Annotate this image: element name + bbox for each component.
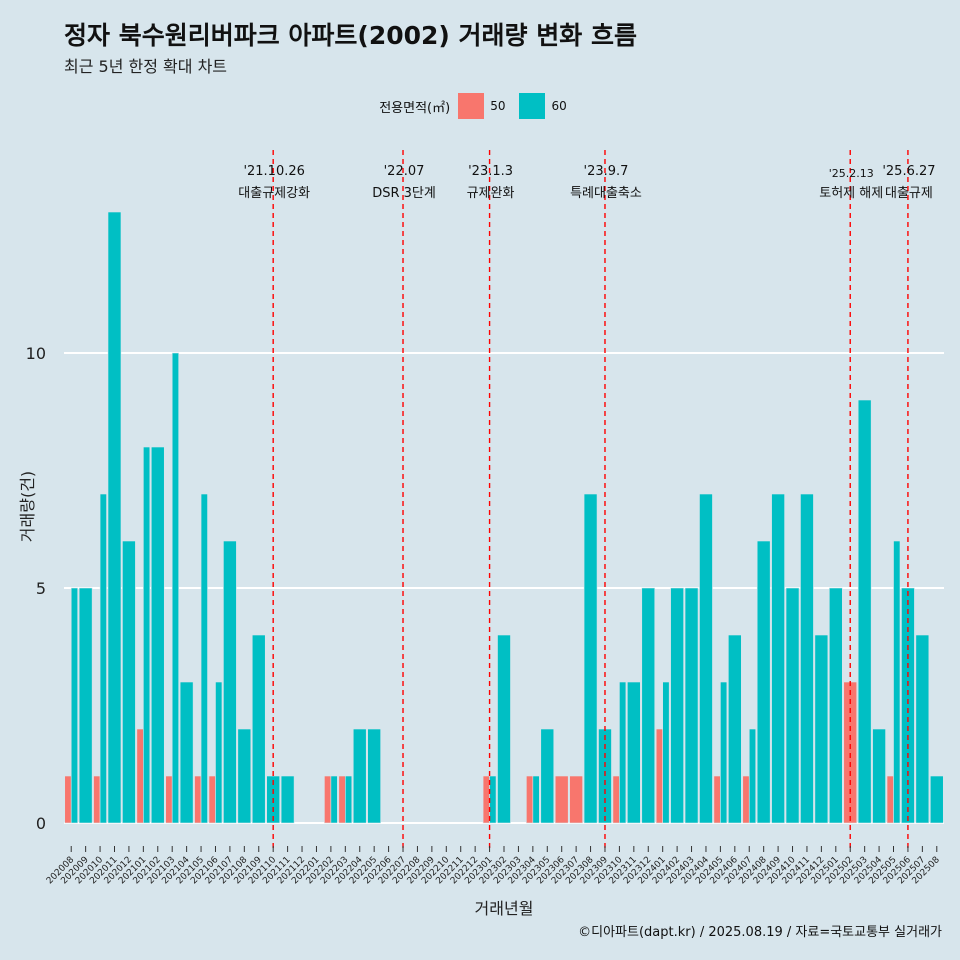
event-date: '21.10.26 <box>243 164 304 179</box>
bar-60-202109 <box>251 634 266 824</box>
x-axis-title: 거래년월 <box>475 899 534 918</box>
event-label: 규제완화 <box>467 186 515 201</box>
bars <box>64 211 944 824</box>
bar-50-202101 <box>136 728 144 824</box>
legend-label-60: 60 <box>551 99 567 113</box>
bar-60-202010 <box>99 493 107 824</box>
bar-60-202408 <box>756 540 771 824</box>
bar-50-202010 <box>93 775 101 824</box>
bar-50-202106 <box>208 775 216 824</box>
event-annotations: '21.10.26 대출규제강화 '22.07 DSR 3단계 '23.1.3 규제완화 '… <box>238 164 935 201</box>
y-tick-label: 0 <box>36 814 46 833</box>
bar-60-202103 <box>171 352 179 824</box>
bar-60-202412 <box>814 634 829 824</box>
event-date: '23.1.3 <box>468 164 513 179</box>
legend-title: 전용면적(㎡) <box>379 100 451 116</box>
bar-50-202304 <box>526 775 534 824</box>
bar-60-202411 <box>800 493 814 824</box>
bar-60-202504 <box>872 728 886 824</box>
chart-subtitle: 최근 5년 한정 확대 차트 <box>64 57 228 76</box>
bar-50-202306 <box>554 775 569 824</box>
y-tick-label: 5 <box>36 579 46 598</box>
event-label: 대출규제 <box>885 186 933 201</box>
legend-label-50: 50 <box>490 99 506 113</box>
bar-60-202308 <box>583 493 598 824</box>
y-axis-title: 거래량(건) <box>18 471 37 542</box>
source-caption: ©디아파트(dapt.kr) / 2025.08.19 / 자료=국토교통부 실… <box>578 925 942 940</box>
bar-60-202301 <box>489 775 497 824</box>
event-label: 대출규제강화 <box>238 186 310 201</box>
bar-60-202012 <box>122 540 136 824</box>
bar-60-202111 <box>280 775 295 824</box>
bar-60-202104 <box>179 681 194 824</box>
bar-60-202409 <box>771 493 785 824</box>
bar-60-202405 <box>720 681 728 824</box>
bar-60-202011 <box>107 211 122 824</box>
bar-50-202505 <box>886 775 894 824</box>
bar-60-202305 <box>540 728 555 824</box>
bar-60-202008 <box>70 587 79 824</box>
chart-title: 정자 북수원리버파크 아파트(2002) 거래량 변화 흐름 <box>64 21 637 50</box>
bar-60-202407 <box>748 728 757 824</box>
bar-60-202101 <box>143 446 151 824</box>
bar-60-202507 <box>915 634 930 824</box>
legend-key-50 <box>458 93 485 119</box>
bar-60-202312 <box>641 587 656 824</box>
bar-60-202410 <box>785 587 800 824</box>
bar-50-202407 <box>742 775 750 824</box>
legend-key-60 <box>519 93 546 119</box>
bar-60-202506 <box>901 587 915 824</box>
bar-50-202405 <box>713 775 721 824</box>
bar-60-202508 <box>929 775 944 824</box>
bar-60-202107 <box>223 540 237 824</box>
bar-60-202311 <box>627 681 641 824</box>
bar-50-202301 <box>482 775 490 824</box>
bar-60-202009 <box>78 587 93 824</box>
bar-60-202304 <box>532 775 540 824</box>
bar-60-202203 <box>345 775 353 824</box>
bar-60-202106 <box>215 681 223 824</box>
bar-50-202203 <box>338 775 346 824</box>
event-lines <box>272 150 909 852</box>
event-label: 토허제 해제 <box>819 186 883 201</box>
bar-60-202503 <box>857 399 872 824</box>
event-date: '25.6.27 <box>882 164 935 179</box>
event-date: '23.9.7 <box>584 164 629 179</box>
event-label: DSR 3단계 <box>372 186 436 201</box>
bar-60-202204 <box>352 728 367 824</box>
event-date: '22.07 <box>384 164 425 179</box>
y-tick-label: 10 <box>26 344 46 363</box>
bar-50-202008 <box>64 775 72 824</box>
bar-60-202310 <box>619 681 627 824</box>
bar-60-202505 <box>893 540 901 824</box>
bar-50-202105 <box>194 775 202 824</box>
bar-60-202501 <box>829 587 843 824</box>
bar-60-202403 <box>684 587 699 824</box>
bar-60-202401 <box>662 681 670 824</box>
bar-60-202202 <box>330 775 338 824</box>
bar-60-202402 <box>670 587 684 824</box>
bar-60-202406 <box>728 634 742 824</box>
event-label: 특례대출축소 <box>570 186 642 201</box>
bar-60-202205 <box>367 728 381 824</box>
bar-60-202102 <box>150 446 165 824</box>
legend: 전용면적(㎡) 50 60 <box>0 93 960 119</box>
bar-60-202108 <box>237 728 252 824</box>
bar-60-202105 <box>200 493 208 824</box>
bar-50-202202 <box>324 775 332 824</box>
bar-50-202307 <box>569 775 583 824</box>
bar-50-202310 <box>612 775 620 824</box>
event-date: '25.2.13 <box>829 167 874 180</box>
bar-60-202302 <box>497 634 511 824</box>
bar-50-202103 <box>165 775 173 824</box>
bar-60-202404 <box>699 493 713 824</box>
bar-50-202401 <box>655 728 663 824</box>
